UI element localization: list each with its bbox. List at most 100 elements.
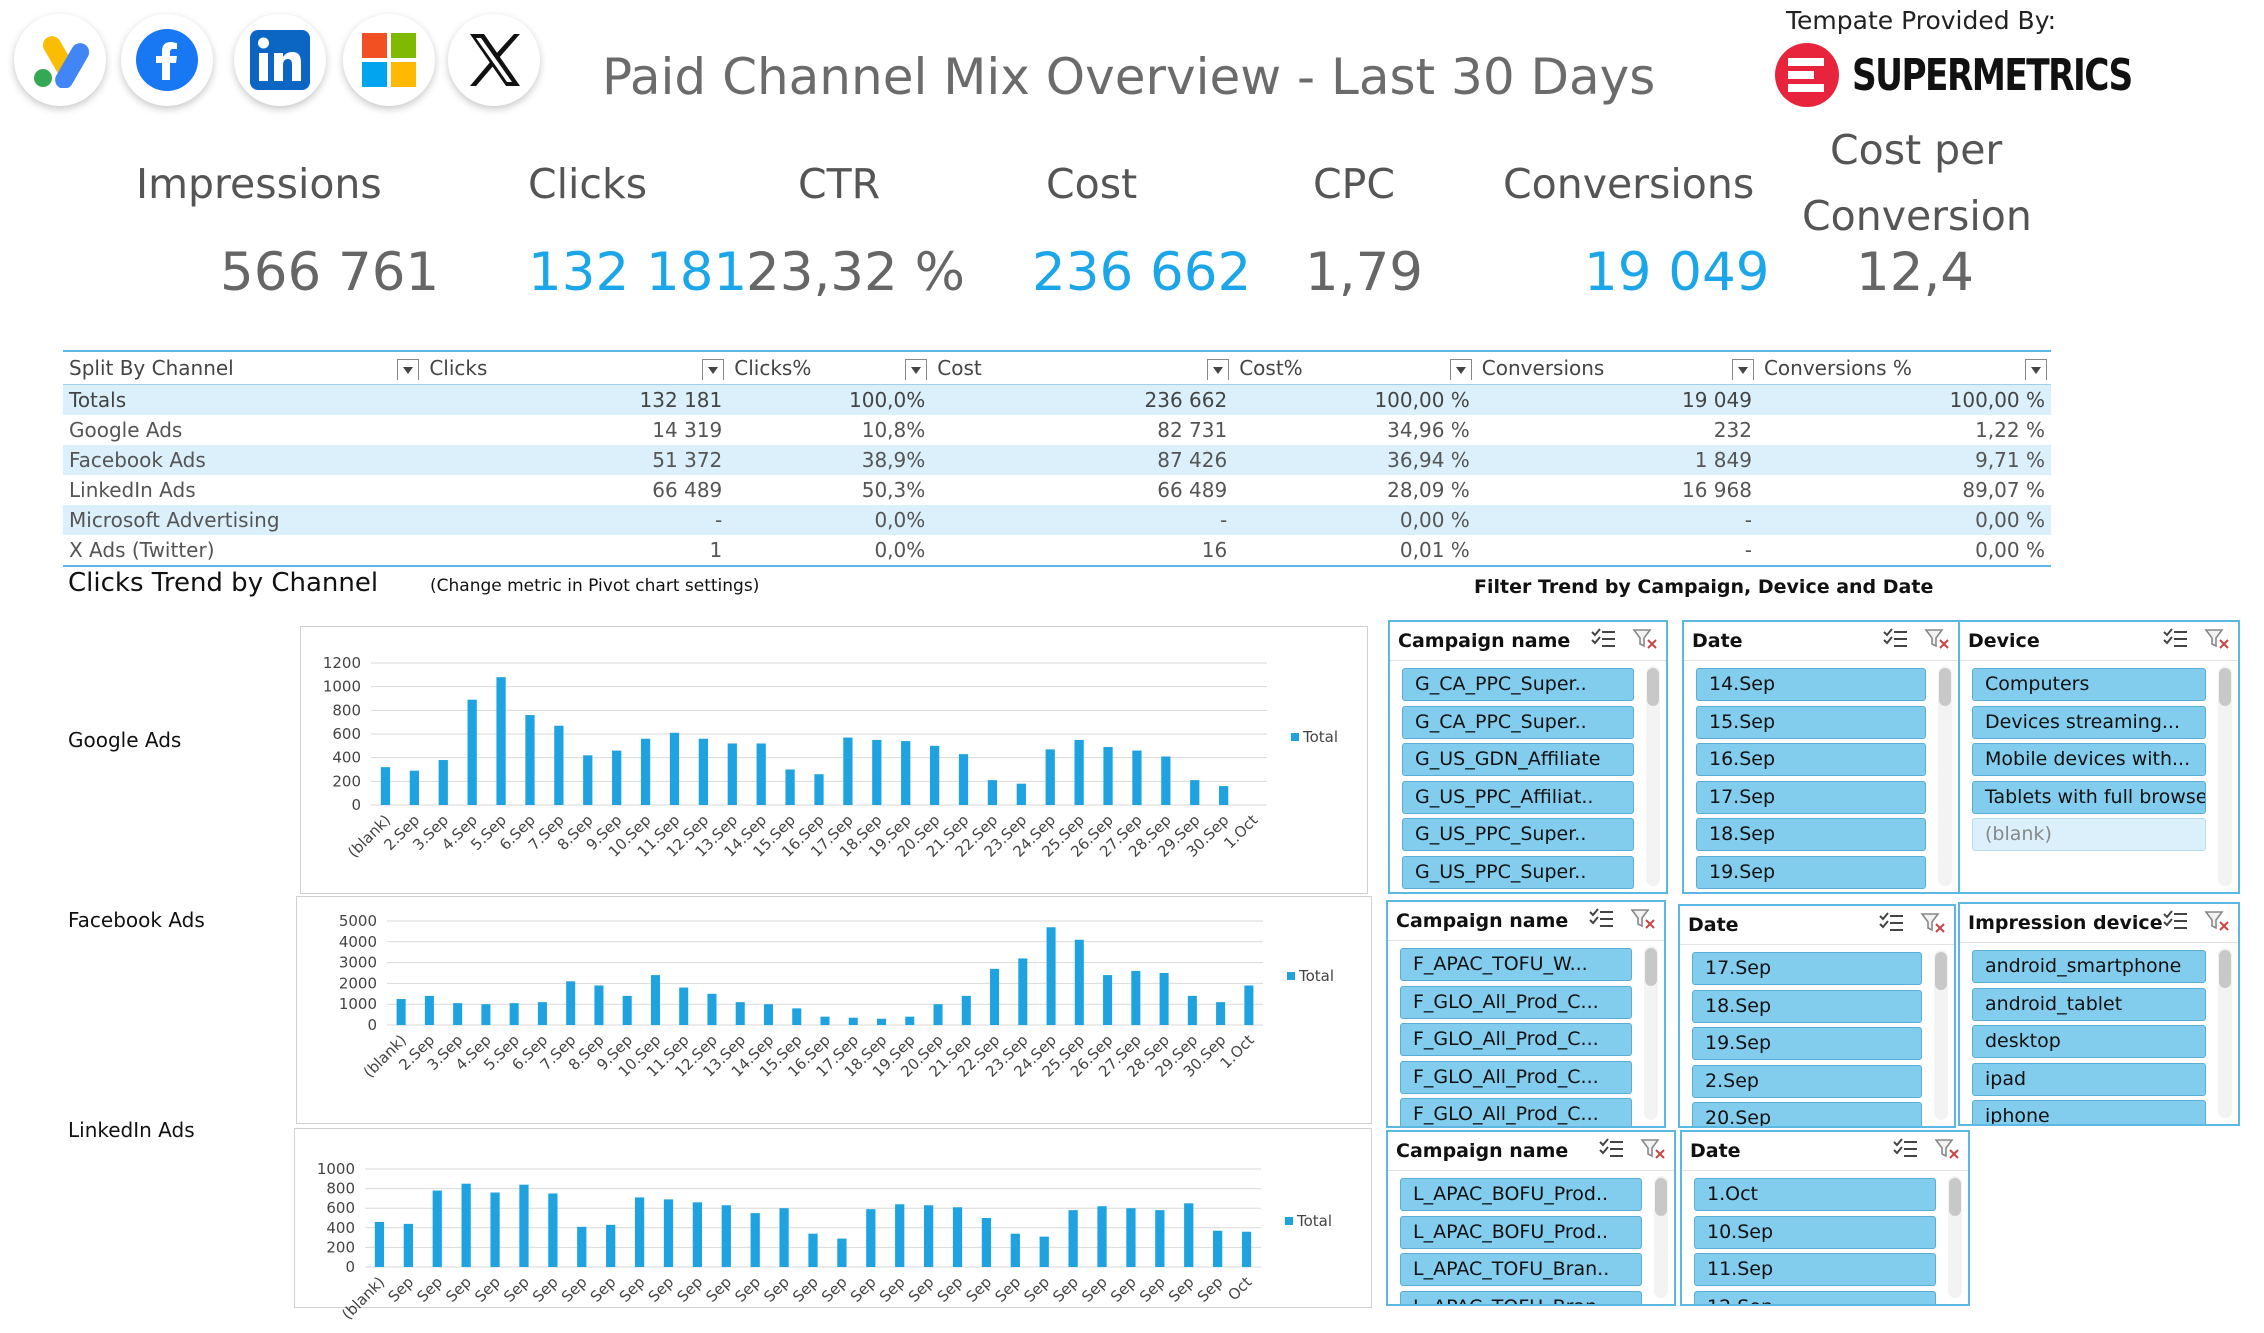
filter-dropdown-icon[interactable] <box>397 359 420 380</box>
slicer-item[interactable]: 19.Sep <box>1692 1027 1922 1060</box>
filter-dropdown-icon[interactable] <box>2025 359 2047 380</box>
slicer-item[interactable]: G_CA_PPC_Super.. <box>1402 668 1634 701</box>
slicer-item[interactable]: G_US_PPC_Affiliat.. <box>1402 780 1634 814</box>
slicer-scrollbar[interactable] <box>2218 666 2232 886</box>
table-row[interactable]: LinkedIn Ads 66 489 50,3% 66 489 28,09 %… <box>63 475 2051 505</box>
slicer-item[interactable]: 14.Sep <box>1696 668 1926 701</box>
slicer-item[interactable]: 20.Sep <box>1692 1102 1922 1126</box>
clear-filter-icon[interactable] <box>1632 628 1658 655</box>
slicer-item[interactable]: android_tablet <box>1972 987 2206 1021</box>
slicer-item[interactable]: 15.Sep <box>1696 705 1926 739</box>
slicer-item[interactable]: android_smartphone <box>1972 950 2206 983</box>
table-row[interactable]: X Ads (Twitter) 1 0,0% 16 0,01 % - 0,00 … <box>63 535 2051 565</box>
slicer-item[interactable]: L_APAC_TOFU_Bran.. <box>1400 1253 1642 1286</box>
multi-select-icon[interactable] <box>1588 907 1614 935</box>
slicer-item[interactable]: F_GLO_All_Prod_C... <box>1400 1060 1632 1094</box>
slicer-google-date[interactable]: Date 14.Sep 15.Sep 16.Sep 17.Sep 18.Sep 19.Sep <box>1682 620 1960 894</box>
slicer-facebook-date[interactable]: Date 17.Sep 18.Sep 19.Sep 2.Sep 20.Sep <box>1678 904 1956 1128</box>
filter-dropdown-icon[interactable] <box>1731 359 1754 380</box>
slicer-scroll-thumb[interactable] <box>1935 952 1947 990</box>
slicer-item[interactable]: G_US_PPC_Super.. <box>1402 855 1634 889</box>
table-row[interactable]: Google Ads 14 319 10,8% 82 731 34,96 % 2… <box>63 415 2051 445</box>
slicer-item[interactable]: Tablets with full browsers <box>1972 780 2206 814</box>
slicer-item[interactable]: F_GLO_All_Prod_C... <box>1400 1098 1632 1126</box>
multi-select-icon[interactable] <box>1590 627 1616 655</box>
slicer-scroll-thumb[interactable] <box>2219 668 2231 706</box>
clear-filter-icon[interactable] <box>1934 1138 1960 1165</box>
facebook-ads-chart[interactable]: 0 1000 2000 3000 4000 5000 (blank) 2.Sep 3.Sep 4.… <box>296 896 1372 1124</box>
slicer-linkedin-date[interactable]: Date 1.Oct 10.Sep 11.Sep 12.Sep <box>1680 1130 1970 1306</box>
slicer-item[interactable]: 17.Sep <box>1696 780 1926 814</box>
slicer-item[interactable]: 19.Sep <box>1696 855 1926 889</box>
filter-dropdown-icon[interactable] <box>905 359 928 380</box>
header-conversions-pct[interactable]: Conversions % <box>1758 356 2051 380</box>
clear-filter-icon[interactable] <box>2204 910 2230 937</box>
slicer-facebook-device[interactable]: Impression device android_smartphone andro… <box>1958 902 2240 1126</box>
slicer-item[interactable]: G_CA_PPC_Super.. <box>1402 705 1634 739</box>
slicer-item[interactable]: 11.Sep <box>1694 1253 1936 1286</box>
slicer-item[interactable]: desktop <box>1972 1025 2206 1058</box>
slicer-scrollbar[interactable] <box>1934 950 1948 1120</box>
slicer-item[interactable]: 1.Oct <box>1694 1178 1936 1211</box>
header-clicks[interactable]: Clicks <box>423 356 728 380</box>
slicer-item[interactable]: L_APAC_BOFU_Prod.. <box>1400 1215 1642 1249</box>
slicer-item[interactable]: 12.Sep <box>1694 1290 1936 1304</box>
header-clicks-pct[interactable]: Clicks% <box>728 356 931 380</box>
slicer-item[interactable]: L_APAC_BOFU_Prod.. <box>1400 1178 1642 1211</box>
slicer-item[interactable]: Devices streaming... <box>1972 705 2206 739</box>
slicer-google-device[interactable]: Device Computers Devices streaming... Mobil… <box>1958 620 2240 894</box>
slicer-item[interactable]: 18.Sep <box>1692 989 1922 1023</box>
table-row[interactable]: Facebook Ads 51 372 38,9% 87 426 36,94 %… <box>63 445 2051 475</box>
slicer-item[interactable]: 10.Sep <box>1694 1215 1936 1249</box>
multi-select-icon[interactable] <box>1598 1137 1624 1165</box>
multi-select-icon[interactable] <box>2162 909 2188 937</box>
filter-dropdown-icon[interactable] <box>1207 359 1230 380</box>
slicer-item[interactable]: 18.Sep <box>1696 818 1926 851</box>
slicer-item[interactable]: (blank) <box>1972 818 2206 851</box>
slicer-scroll-thumb[interactable] <box>1939 668 1951 706</box>
table-row[interactable]: Microsoft Advertising - 0,0% - 0,00 % - … <box>63 505 2051 535</box>
slicer-item[interactable]: 16.Sep <box>1696 743 1926 776</box>
slicer-item[interactable]: F_GLO_All_Prod_C... <box>1400 985 1632 1019</box>
clear-filter-icon[interactable] <box>1630 908 1656 935</box>
clear-filter-icon[interactable] <box>1920 912 1946 939</box>
clear-filter-icon[interactable] <box>1924 628 1950 655</box>
slicer-scrollbar[interactable] <box>1948 1176 1962 1298</box>
slicer-item[interactable]: G_US_GDN_Affiliate <box>1402 743 1634 776</box>
header-split-by-channel[interactable]: Split By Channel <box>63 356 423 380</box>
filter-dropdown-icon[interactable] <box>1449 359 1472 380</box>
slicer-item[interactable]: L_APAC_TOFU_Bran.. <box>1400 1290 1642 1304</box>
slicer-scroll-thumb[interactable] <box>1645 948 1657 986</box>
slicer-scrollbar[interactable] <box>1644 946 1658 1120</box>
slicer-scrollbar[interactable] <box>2218 948 2232 1118</box>
slicer-item[interactable]: ipad <box>1972 1062 2206 1096</box>
slicer-scroll-thumb[interactable] <box>1949 1178 1961 1216</box>
table-row-totals[interactable]: Totals 132 181 100,0% 236 662 100,00 % 1… <box>63 385 2051 415</box>
slicer-item[interactable]: Mobile devices with... <box>1972 743 2206 776</box>
google-ads-chart[interactable]: 0 200 400 600 800 1000 1200 (blank) 2.Sep 3.Sep 4.… <box>300 626 1368 894</box>
slicer-scrollbar[interactable] <box>1938 666 1952 886</box>
slicer-item[interactable]: Computers <box>1972 668 2206 701</box>
clear-filter-icon[interactable] <box>2204 628 2230 655</box>
multi-select-icon[interactable] <box>1882 627 1908 655</box>
slicer-item[interactable]: G_US_PPC_Super.. <box>1402 818 1634 851</box>
slicer-scroll-thumb[interactable] <box>1655 1178 1667 1216</box>
slicer-item[interactable]: 2.Sep <box>1692 1064 1922 1098</box>
slicer-scrollbar[interactable] <box>1654 1176 1668 1298</box>
multi-select-icon[interactable] <box>1892 1137 1918 1165</box>
slicer-scroll-thumb[interactable] <box>2219 950 2231 988</box>
slicer-scroll-thumb[interactable] <box>1647 668 1659 706</box>
multi-select-icon[interactable] <box>1878 911 1904 939</box>
filter-dropdown-icon[interactable] <box>702 359 725 380</box>
slicer-item[interactable]: F_GLO_All_Prod_C... <box>1400 1023 1632 1056</box>
header-conversions[interactable]: Conversions <box>1476 356 1758 380</box>
slicer-item[interactable]: F_APAC_TOFU_W... <box>1400 948 1632 981</box>
slicer-item[interactable]: iphone <box>1972 1100 2206 1124</box>
slicer-scrollbar[interactable] <box>1646 666 1660 886</box>
slicer-linkedin-campaign[interactable]: Campaign name L_APAC_BOFU_Prod.. L_APAC_BO… <box>1386 1130 1676 1306</box>
clear-filter-icon[interactable] <box>1640 1138 1666 1165</box>
header-cost[interactable]: Cost <box>931 356 1233 380</box>
slicer-google-campaign[interactable]: Campaign name G_CA_PPC_Super.. G_CA_PPC_Su… <box>1388 620 1668 894</box>
slicer-item[interactable]: 17.Sep <box>1692 952 1922 985</box>
header-cost-pct[interactable]: Cost% <box>1233 356 1476 380</box>
